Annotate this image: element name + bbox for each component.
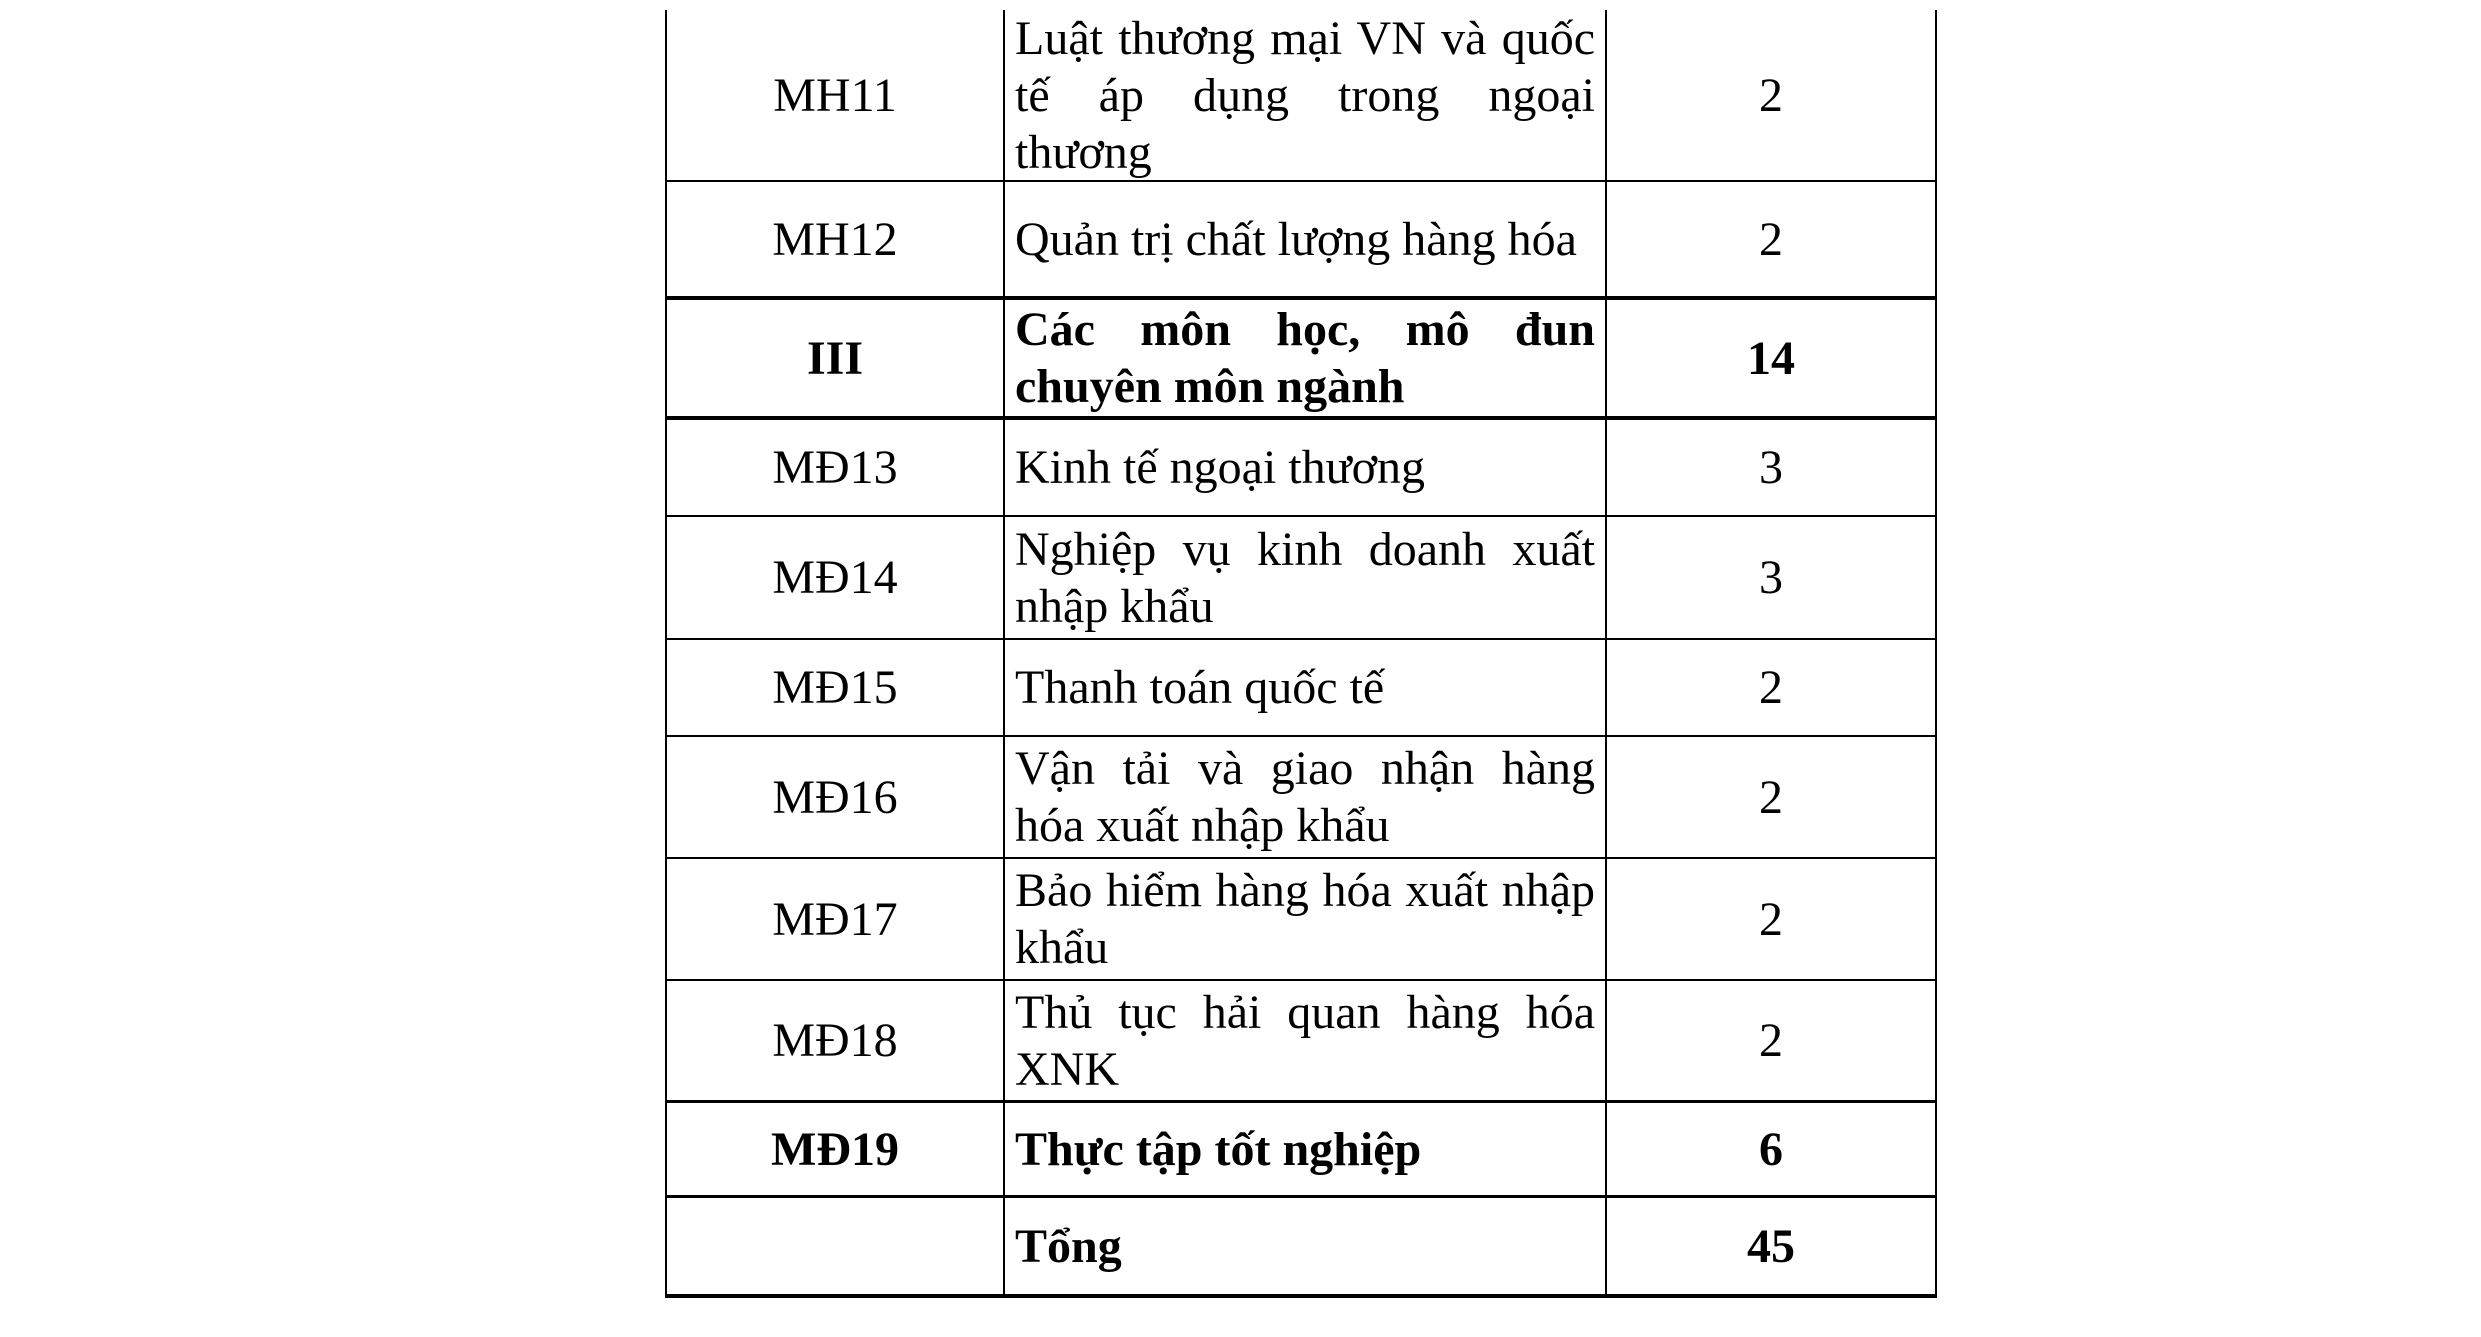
subject-cell: Thực tập tốt nghiệp xyxy=(1003,1103,1605,1195)
code-cell: MĐ18 xyxy=(665,981,1003,1100)
code-cell: MĐ14 xyxy=(665,517,1003,638)
table-row-total: Tổng 45 xyxy=(665,1198,1937,1298)
subject-cell: Kinh tế ngoại thương xyxy=(1003,420,1605,515)
table-row: MĐ13 Kinh tế ngoại thương 3 xyxy=(665,420,1937,517)
course-code: MĐ18 xyxy=(772,1014,898,1067)
table-row: MĐ18 Thủ tục hải quan hàng hóa XNK 2 xyxy=(665,981,1937,1103)
course-code: MH12 xyxy=(772,212,898,266)
code-cell: MĐ16 xyxy=(665,737,1003,857)
subject-cell: Bảo hiểm hàng hóa xuất nhập khẩu xyxy=(1003,859,1605,979)
credits-cell: 2 xyxy=(1605,737,1937,857)
credits-value: 2 xyxy=(1759,770,1783,824)
credits-cell: 2 xyxy=(1605,981,1937,1100)
subject-cell: Thanh toán quốc tế xyxy=(1003,640,1605,735)
subject-text: Quản trị chất lượng hàng hóa xyxy=(1015,212,1577,266)
subject-text: Vận tải và giao nhận hàng hóa xuất nhập … xyxy=(1015,742,1595,852)
code-cell xyxy=(665,1198,1003,1294)
subject-cell: Tổng xyxy=(1003,1198,1605,1294)
course-code: MĐ15 xyxy=(772,661,898,714)
code-cell: MĐ19 xyxy=(665,1103,1003,1195)
credits-cell: 6 xyxy=(1605,1103,1937,1195)
subject-text: Thanh toán quốc tế xyxy=(1015,661,1385,714)
total-label: Tổng xyxy=(1015,1219,1122,1273)
section-number: III xyxy=(806,331,864,385)
credits-value: 2 xyxy=(1759,661,1783,714)
subject-text: Thủ tục hải quan hàng hóa XNK xyxy=(1015,985,1595,1096)
table-row: MĐ16 Vận tải và giao nhận hàng hóa xuất … xyxy=(665,737,1937,859)
code-cell: MĐ17 xyxy=(665,859,1003,979)
credits-value: 2 xyxy=(1759,1014,1783,1067)
credits-cell: 2 xyxy=(1605,10,1937,180)
credits-value: 6 xyxy=(1759,1122,1783,1176)
credits-value: 2 xyxy=(1759,892,1783,946)
course-code: MĐ19 xyxy=(771,1122,899,1176)
credits-cell: 2 xyxy=(1605,640,1937,735)
table-row: MĐ14 Nghiệp vụ kinh doanh xuất nhập khẩu… xyxy=(665,517,1937,640)
subject-cell: Thủ tục hải quan hàng hóa XNK xyxy=(1003,981,1605,1100)
credits-cell: 3 xyxy=(1605,517,1937,638)
credits-cell: 3 xyxy=(1605,420,1937,515)
subject-cell: Luật thương mại VN và quốc tế áp dụng tr… xyxy=(1003,10,1605,180)
course-code: MĐ16 xyxy=(772,770,898,824)
credits-value: 2 xyxy=(1759,212,1783,266)
subject-cell: Các môn học, mô đun chuyên môn ngành xyxy=(1003,300,1605,416)
section-title: Các môn học, mô đun chuyên môn ngành xyxy=(1015,303,1595,413)
credits-value: 2 xyxy=(1759,68,1783,122)
credits-cell: 45 xyxy=(1605,1198,1937,1294)
table-row: MĐ15 Thanh toán quốc tế 2 xyxy=(665,640,1937,737)
subject-cell: Nghiệp vụ kinh doanh xuất nhập khẩu xyxy=(1003,517,1605,638)
course-code: MH11 xyxy=(773,68,897,122)
credits-value: 3 xyxy=(1759,551,1783,604)
subject-text: Kinh tế ngoại thương xyxy=(1015,441,1426,494)
course-code: MĐ17 xyxy=(772,892,898,946)
course-code: MĐ13 xyxy=(772,441,898,494)
credits-cell: 2 xyxy=(1605,859,1937,979)
code-cell: MĐ13 xyxy=(665,420,1003,515)
code-cell: MĐ15 xyxy=(665,640,1003,735)
section-credits: 14 xyxy=(1747,331,1795,385)
subject-cell: Vận tải và giao nhận hàng hóa xuất nhập … xyxy=(1003,737,1605,857)
table-row: MĐ17 Bảo hiểm hàng hóa xuất nhập khẩu 2 xyxy=(665,859,1937,981)
total-credits-value: 45 xyxy=(1747,1219,1795,1273)
code-cell: MH12 xyxy=(665,182,1003,296)
subject-text: Bảo hiểm hàng hóa xuất nhập khẩu xyxy=(1015,864,1595,974)
subject-text: Thực tập tốt nghiệp xyxy=(1015,1122,1422,1176)
subject-cell: Quản trị chất lượng hàng hóa xyxy=(1003,182,1605,296)
subject-text: Luật thương mại VN và quốc tế áp dụng tr… xyxy=(1015,11,1595,179)
code-cell: III xyxy=(665,300,1003,416)
curriculum-table: MH11 Luật thương mại VN và quốc tế áp dụ… xyxy=(665,10,1937,1298)
table-row: MĐ19 Thực tập tốt nghiệp 6 xyxy=(665,1103,1937,1198)
code-cell: MH11 xyxy=(665,10,1003,180)
credits-cell: 14 xyxy=(1605,300,1937,416)
subject-text: Nghiệp vụ kinh doanh xuất nhập khẩu xyxy=(1015,522,1595,633)
credits-cell: 2 xyxy=(1605,182,1937,296)
course-code: MĐ14 xyxy=(772,551,898,604)
table-row: MH12 Quản trị chất lượng hàng hóa 2 xyxy=(665,182,1937,300)
table-row-section-header: III Các môn học, mô đun chuyên môn ngành… xyxy=(665,300,1937,420)
table-row: MH11 Luật thương mại VN và quốc tế áp dụ… xyxy=(665,10,1937,182)
credits-value: 3 xyxy=(1759,441,1783,494)
